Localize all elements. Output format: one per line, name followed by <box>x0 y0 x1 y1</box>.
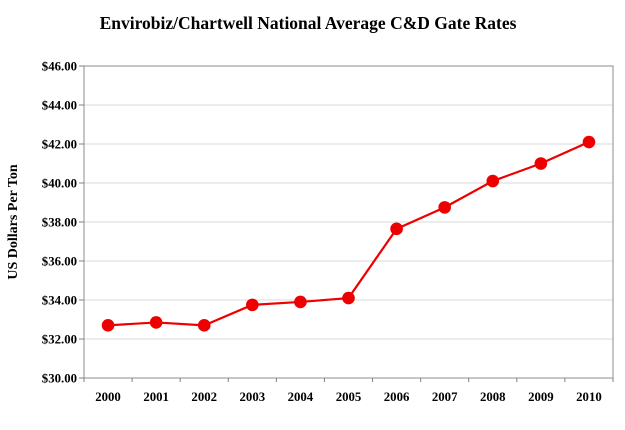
y-tick-label: $40.00 <box>42 177 77 191</box>
data-point-2004 <box>294 295 307 309</box>
y-tick-label: $42.00 <box>42 138 77 152</box>
data-point-2005 <box>342 291 355 305</box>
data-point-2000 <box>101 319 115 332</box>
x-tick-label: 2008 <box>480 390 506 404</box>
x-tick-label: 2003 <box>240 390 266 404</box>
data-point-2003 <box>246 298 259 312</box>
chart-title: Envirobiz/Chartwell National Average C&D… <box>100 13 517 33</box>
x-tick-label: 2005 <box>336 390 362 404</box>
x-tick-label: 2006 <box>384 390 410 404</box>
x-tick-label: 2010 <box>576 390 602 404</box>
data-point-2010 <box>582 135 596 149</box>
y-tick-label: $38.00 <box>42 216 77 230</box>
data-point-2007 <box>438 201 451 214</box>
x-tick-label: 2001 <box>143 390 169 404</box>
data-point-2009 <box>534 157 548 170</box>
x-tick-label: 2009 <box>528 390 554 404</box>
plot-area: $30.00 $32.00 $34.00 $36.00 $38.00 $40.00 $42.… <box>42 60 614 404</box>
data-point-2006 <box>390 222 403 236</box>
data-point-2002 <box>197 319 211 332</box>
y-tick-label: $30.00 <box>42 372 77 386</box>
y-tick-label: $44.00 <box>42 99 77 113</box>
y-tick-label: $34.00 <box>42 294 77 308</box>
x-tick-label: 2002 <box>191 390 217 404</box>
x-tick-label: 2004 <box>288 390 314 404</box>
data-point-2008 <box>486 174 500 188</box>
y-tick-label: $36.00 <box>42 255 77 269</box>
x-tick-label: 2007 <box>432 390 458 404</box>
data-point-2001 <box>149 316 163 329</box>
y-tick-label: $32.00 <box>42 333 77 347</box>
y-axis-title: US Dollars Per Ton <box>6 164 21 279</box>
y-tick-label: $46.00 <box>42 60 77 74</box>
x-tick-label: 2000 <box>95 390 121 404</box>
